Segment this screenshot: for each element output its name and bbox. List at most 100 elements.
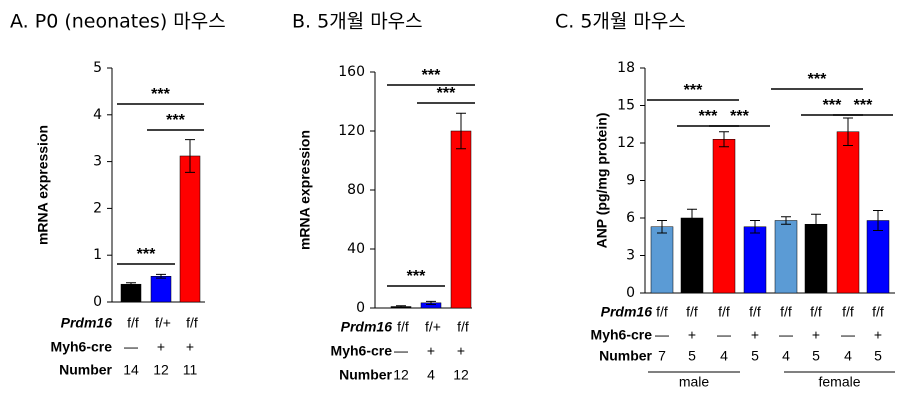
significance-label: ***: [730, 108, 749, 125]
y-tick-label: 2: [93, 200, 102, 216]
error-bar: [781, 216, 791, 225]
row-cell: f/f: [749, 304, 761, 320]
row-cell: 14: [123, 362, 139, 378]
error-bar: [687, 208, 697, 228]
significance-label: ***: [407, 268, 426, 285]
row-cell: —: [394, 343, 408, 359]
row-cell: 12: [393, 367, 409, 383]
row-label: Myh6-cre: [591, 327, 653, 343]
row-label: Number: [599, 348, 652, 364]
significance-label: ***: [137, 246, 156, 263]
row-cell: 4: [720, 348, 728, 364]
error-bar: [426, 300, 436, 305]
row-cell: 5: [812, 348, 820, 364]
row-label: Number: [339, 367, 392, 383]
row-cell: f/f: [686, 304, 698, 320]
row-cell: —: [655, 327, 669, 343]
row-cell: +: [427, 343, 435, 359]
bar: [866, 220, 890, 294]
row-label: Number: [59, 362, 112, 378]
error-bar: [719, 131, 729, 148]
bar: [680, 217, 704, 294]
error-bar: [843, 117, 853, 146]
y-tick-label: 160: [338, 64, 365, 80]
bar: [743, 226, 767, 294]
row-cell: f/f: [872, 304, 884, 320]
y-axis-label: mRNA expression: [297, 130, 313, 250]
row-cell: +: [751, 327, 759, 343]
y-axis-label: ANP (pg/mg protein): [594, 113, 610, 249]
row-cell: f/+: [425, 319, 441, 335]
bar: [774, 220, 798, 294]
significance-label: ***: [808, 71, 827, 88]
chart-title: B. 5개월 마우스: [292, 11, 423, 33]
row-label: Myh6-cre: [51, 339, 113, 355]
bar: [650, 226, 674, 294]
row-cell: f/f: [842, 304, 854, 320]
y-tick-label: 15: [617, 98, 635, 114]
y-tick-label: 18: [617, 60, 635, 76]
y-tick-label: 0: [626, 285, 635, 301]
row-cell: 7: [658, 348, 666, 364]
chart-title: C. 5개월 마우스: [555, 11, 686, 33]
error-bar: [396, 305, 406, 308]
row-cell: f/f: [656, 304, 668, 320]
significance-label: ***: [699, 108, 718, 125]
y-tick-label: 4: [93, 107, 102, 123]
error-bar: [750, 220, 760, 234]
row-cell: f/f: [780, 304, 792, 320]
error-bar: [456, 112, 466, 150]
y-axis-label: mRNA expression: [35, 125, 51, 245]
bar: [712, 139, 736, 294]
y-tick-label: 40: [347, 241, 365, 257]
y-tick-label: 80: [347, 182, 365, 198]
significance-label: ***: [151, 86, 170, 103]
row-cell: +: [688, 327, 696, 343]
significance-label: ***: [684, 82, 703, 99]
y-tick-label: 5: [93, 60, 102, 76]
group-label: male: [679, 374, 710, 390]
error-bar: [156, 273, 166, 279]
error-bar: [657, 220, 667, 234]
row-label: Prdm16: [601, 304, 653, 320]
y-tick-label: 9: [626, 173, 635, 189]
row-cell: f/f: [810, 304, 822, 320]
bar: [836, 131, 860, 294]
row-cell: —: [124, 339, 138, 355]
row-cell: 4: [782, 348, 790, 364]
y-tick-label: 12: [617, 135, 635, 151]
bar: [150, 276, 172, 303]
row-cell: 4: [844, 348, 852, 364]
row-cell: f/f: [186, 315, 198, 331]
row-label: Prdm16: [61, 315, 113, 331]
row-cell: f/+: [155, 315, 171, 331]
row-cell: f/f: [718, 304, 730, 320]
row-cell: 5: [874, 348, 882, 364]
significance-label: ***: [422, 67, 441, 84]
chart-title: A. P0 (neonates) 마우스: [10, 11, 226, 33]
row-cell: +: [874, 327, 882, 343]
bar: [120, 283, 142, 303]
y-tick-label: 120: [338, 123, 365, 139]
significance-label: ***: [823, 97, 842, 114]
row-cell: 12: [153, 362, 169, 378]
y-tick-label: 3: [93, 154, 102, 170]
row-cell: —: [717, 327, 731, 343]
row-cell: +: [157, 339, 165, 355]
row-cell: —: [779, 327, 793, 343]
row-cell: f/f: [397, 319, 409, 335]
y-tick-label: 0: [93, 294, 102, 310]
error-bar: [185, 139, 195, 173]
row-cell: 4: [427, 367, 435, 383]
significance-label: ***: [166, 112, 185, 129]
significance-label: ***: [437, 85, 456, 102]
row-cell: f/f: [457, 319, 469, 335]
row-cell: +: [812, 327, 820, 343]
error-bar: [126, 282, 136, 287]
row-cell: 12: [453, 367, 469, 383]
group-label: female: [818, 374, 860, 390]
error-bar: [811, 213, 821, 235]
row-cell: f/f: [127, 315, 139, 331]
row-cell: +: [457, 343, 465, 359]
